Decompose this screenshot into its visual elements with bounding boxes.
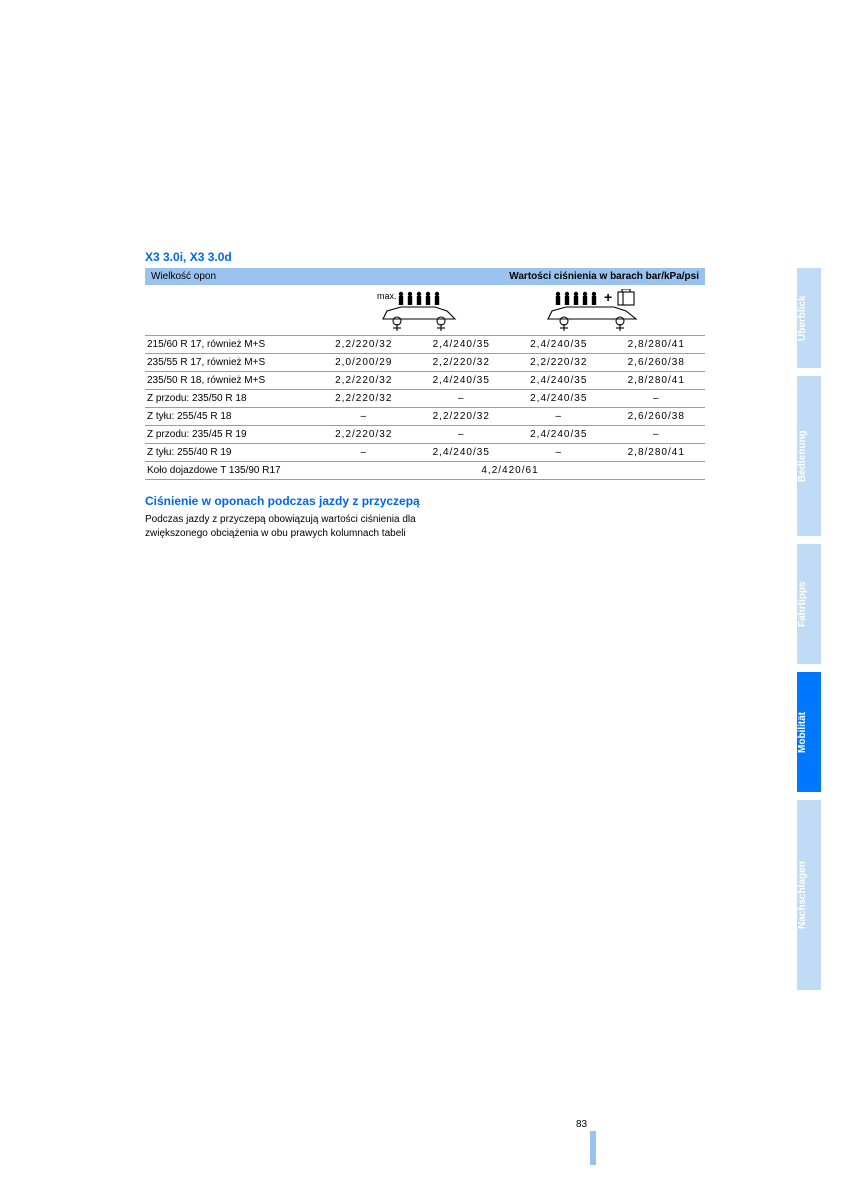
- tire-size-cell: Z przodu: 235/45 R 19: [145, 429, 315, 440]
- tire-size-cell: 235/55 R 17, również M+S: [145, 357, 315, 368]
- table-header: Wielkość opon Wartości ciśnienia w barac…: [145, 268, 705, 285]
- trailer-section: Ciśnienie w oponach podczas jazdy z przy…: [145, 494, 435, 540]
- pressure-cell: 2,2/220/32: [315, 375, 413, 386]
- pressure-cell: 2,4/240/35: [510, 393, 608, 404]
- page-content: X3 3.0i, X3 3.0d Wielkość opon Wartości …: [145, 250, 705, 540]
- load-luggage-icon: +: [510, 289, 705, 331]
- table-row: 235/55 R 17, również M+S2,0/200/292,2/22…: [145, 354, 705, 372]
- pressure-cell: 2,4/240/35: [413, 339, 511, 350]
- side-tab-fahrtipps[interactable]: Fahrtipps: [797, 544, 821, 664]
- pressure-cell: –: [608, 393, 706, 404]
- pressure-cell: 2,2/220/32: [315, 393, 413, 404]
- pressure-cell: 2,4/240/35: [510, 339, 608, 350]
- side-tab-überblick[interactable]: Überblick: [797, 268, 821, 368]
- pressure-cell: 2,4/240/35: [510, 375, 608, 386]
- pressure-cell: 2,4/240/35: [413, 447, 511, 458]
- pressure-cell: 2,8/280/41: [608, 339, 706, 350]
- side-tab-mobilität[interactable]: Mobilität: [797, 672, 821, 792]
- pressure-cell: 2,0/200/29: [315, 357, 413, 368]
- pressure-cell: 2,2/220/32: [413, 357, 511, 368]
- pressure-cell: –: [510, 447, 608, 458]
- tire-size-cell: Z tyłu: 255/45 R 18: [145, 411, 315, 422]
- pressure-cell: 2,8/280/41: [608, 447, 706, 458]
- icon-spacer: [145, 289, 315, 331]
- side-tab-bedienung[interactable]: Bedienung: [797, 376, 821, 536]
- spare-tire-row: Koło dojazdowe T 135/90 R17 4,2/420/61: [145, 462, 705, 480]
- page-marker: [590, 1131, 596, 1165]
- section-title: X3 3.0i, X3 3.0d: [145, 250, 705, 264]
- th-tire-size: Wielkość opon: [151, 271, 216, 282]
- pressure-table-body: 215/60 R 17, również M+S2,2/220/322,4/24…: [145, 336, 705, 462]
- tire-size-cell: 235/50 R 18, również M+S: [145, 375, 315, 386]
- pressure-cell: –: [315, 447, 413, 458]
- spare-tire-label: Koło dojazdowe T 135/90 R17: [145, 465, 315, 476]
- pressure-cell: 2,6/260/38: [608, 357, 706, 368]
- svg-text:+: +: [604, 289, 612, 305]
- table-row: Z tyłu: 255/40 R 19–2,4/240/35–2,8/280/4…: [145, 444, 705, 462]
- pressure-cell: –: [608, 429, 706, 440]
- table-row: 215/60 R 17, również M+S2,2/220/322,4/24…: [145, 336, 705, 354]
- tire-size-cell: Z tyłu: 255/40 R 19: [145, 447, 315, 458]
- pressure-cell: 2,8/280/41: [608, 375, 706, 386]
- pressure-cell: 2,2/220/32: [413, 411, 511, 422]
- pressure-cell: 2,2/220/32: [315, 429, 413, 440]
- side-tabs: Überblick Bedienung Fahrtipps Mobilität Nach…: [797, 268, 821, 998]
- load-normal-icon: max.: [315, 289, 510, 331]
- trailer-body: Podczas jazdy z przyczepą obowiązują war…: [145, 513, 435, 540]
- page-number: 83: [576, 1119, 587, 1130]
- th-pressure: Wartości ciśnienia w barach bar/kPa/psi: [509, 271, 699, 282]
- table-row: 235/50 R 18, również M+S2,2/220/322,4/24…: [145, 372, 705, 390]
- max-text: max.: [377, 291, 397, 301]
- table-row: Z tyłu: 255/45 R 18–2,2/220/32–2,6/260/3…: [145, 408, 705, 426]
- spare-tire-value: 4,2/420/61: [315, 465, 705, 476]
- pressure-cell: 2,6/260/38: [608, 411, 706, 422]
- pressure-cell: 2,2/220/32: [315, 339, 413, 350]
- pressure-cell: –: [315, 411, 413, 422]
- pressure-cell: 2,4/240/35: [510, 429, 608, 440]
- trailer-title: Ciśnienie w oponach podczas jazdy z przy…: [145, 494, 435, 509]
- pressure-cell: 2,2/220/32: [510, 357, 608, 368]
- pressure-cell: –: [510, 411, 608, 422]
- load-icon-row: max.: [145, 285, 705, 336]
- pressure-cell: 2,4/240/35: [413, 375, 511, 386]
- tire-size-cell: Z przodu: 235/50 R 18: [145, 393, 315, 404]
- tire-size-cell: 215/60 R 17, również M+S: [145, 339, 315, 350]
- pressure-cell: –: [413, 393, 511, 404]
- pressure-cell: –: [413, 429, 511, 440]
- table-row: Z przodu: 235/45 R 192,2/220/32–2,4/240/…: [145, 426, 705, 444]
- side-tab-nachschlagen[interactable]: Nachschlagen: [797, 800, 821, 990]
- table-row: Z przodu: 235/50 R 182,2/220/32–2,4/240/…: [145, 390, 705, 408]
